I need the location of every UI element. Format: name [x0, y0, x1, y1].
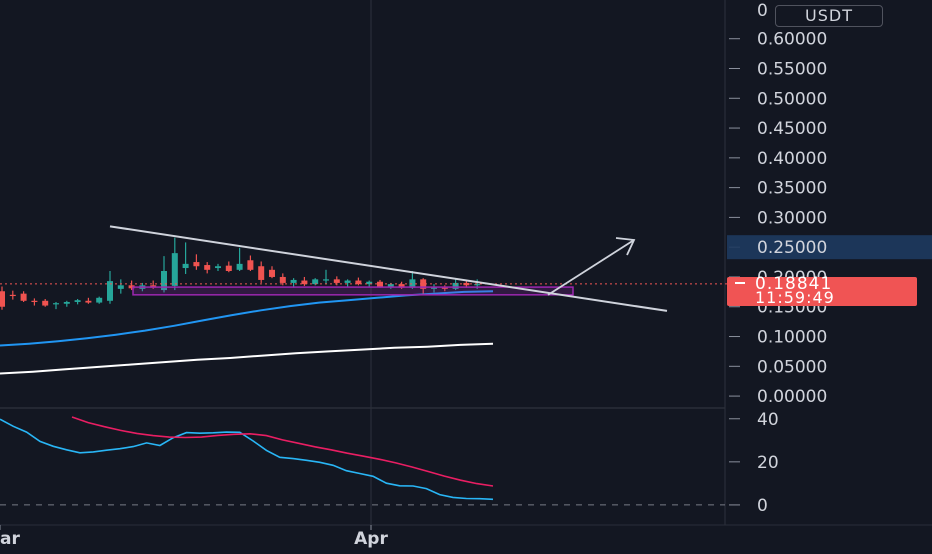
support-zone[interactable]: [132, 286, 574, 296]
candle-body: [53, 303, 59, 305]
time-tick-label: ar: [0, 529, 20, 549]
candle-body: [366, 281, 373, 285]
price-axis[interactable]: 0.60000 0.55000 0.50000 0.45000 0.40000 0.350…: [727, 1, 932, 516]
candle-body: [236, 263, 243, 270]
price-tick-label: 0.50000: [757, 89, 827, 109]
time-axis[interactable]: ar Apr: [0, 525, 388, 549]
candle-body: [409, 279, 416, 288]
candle-body: [9, 294, 16, 297]
price-tick-label: 0.00000: [757, 387, 827, 407]
candle-body: [193, 262, 200, 267]
oscillator-tick-label: 40: [757, 410, 779, 430]
price-tick-label-partial: 0: [757, 1, 768, 21]
price-tick-label: 0.60000: [757, 30, 827, 50]
candle-body: [420, 279, 427, 289]
time-tick-label: Apr: [354, 529, 388, 549]
candle-body: [247, 260, 254, 270]
price-tick-label: 0.10000: [757, 328, 827, 348]
candle-body: [474, 284, 481, 286]
candle-body: [387, 284, 394, 287]
candle-body: [258, 266, 265, 280]
candle-body: [161, 271, 167, 291]
candlestick-series: [0, 237, 481, 310]
ma-line-white: [0, 342, 494, 375]
price-tick-label: 0.05000: [757, 357, 827, 377]
last-price-badge: 0.18841 11:59:49: [727, 274, 917, 307]
descending-trendline[interactable]: [109, 225, 668, 312]
candle-body: [355, 280, 362, 285]
price-tick-label: 0.30000: [757, 208, 827, 228]
candle-body: [333, 279, 340, 283]
candle-body: [74, 300, 81, 302]
candle-body: [20, 293, 27, 301]
candle-body: [225, 265, 232, 272]
price-tick-label: 0.35000: [757, 179, 827, 199]
candle-body: [398, 284, 405, 288]
candle-body: [63, 301, 70, 304]
candle-body: [290, 279, 297, 283]
oscillator-line-pink: [71, 416, 494, 487]
candle-body: [344, 280, 351, 283]
candle-body: [215, 266, 221, 269]
grid: [0, 0, 932, 526]
candle-body: [0, 291, 5, 307]
candle-body: [204, 265, 211, 270]
breakout-arrow[interactable]: [547, 239, 635, 296]
candle-body: [96, 297, 103, 303]
candle-body: [117, 285, 124, 289]
drawings[interactable]: [0, 225, 727, 312]
price-tick-label: 0.45000: [757, 119, 827, 139]
candle-body: [85, 300, 92, 303]
candle-body: [452, 282, 459, 289]
candle-body: [128, 285, 135, 289]
candle-body: [171, 253, 178, 286]
oscillator-tick-label: 0: [757, 496, 768, 516]
axis-highlight-band: [727, 235, 932, 260]
currency-label: USDT: [805, 6, 853, 25]
price-badge-dash: [735, 282, 745, 284]
currency-selector[interactable]: USDT: [775, 5, 883, 27]
candle-body: [269, 269, 275, 277]
candle-countdown: 11:59:49: [755, 288, 835, 307]
oscillator-pane: [0, 416, 725, 506]
moving-averages: [0, 290, 494, 375]
price-tick-label: 0.40000: [757, 149, 827, 169]
candle-body: [107, 281, 113, 301]
last-price-value: 0.18841: [755, 274, 833, 294]
candle-body: [312, 279, 319, 285]
breakout-arrowhead: [615, 237, 636, 256]
price-tick-label: 0.25000: [757, 238, 827, 258]
price-tick-label: 0.55000: [757, 59, 827, 79]
oscillator-line-blue: [0, 418, 494, 501]
ma-line-blue: [0, 290, 494, 347]
candle-body: [323, 279, 329, 281]
candle-body: [182, 263, 189, 269]
candle-body: [301, 280, 308, 285]
candle-body: [31, 300, 38, 302]
candle-body: [42, 300, 49, 306]
candle-body: [279, 276, 286, 283]
oscillator-tick-label: 20: [757, 453, 779, 473]
